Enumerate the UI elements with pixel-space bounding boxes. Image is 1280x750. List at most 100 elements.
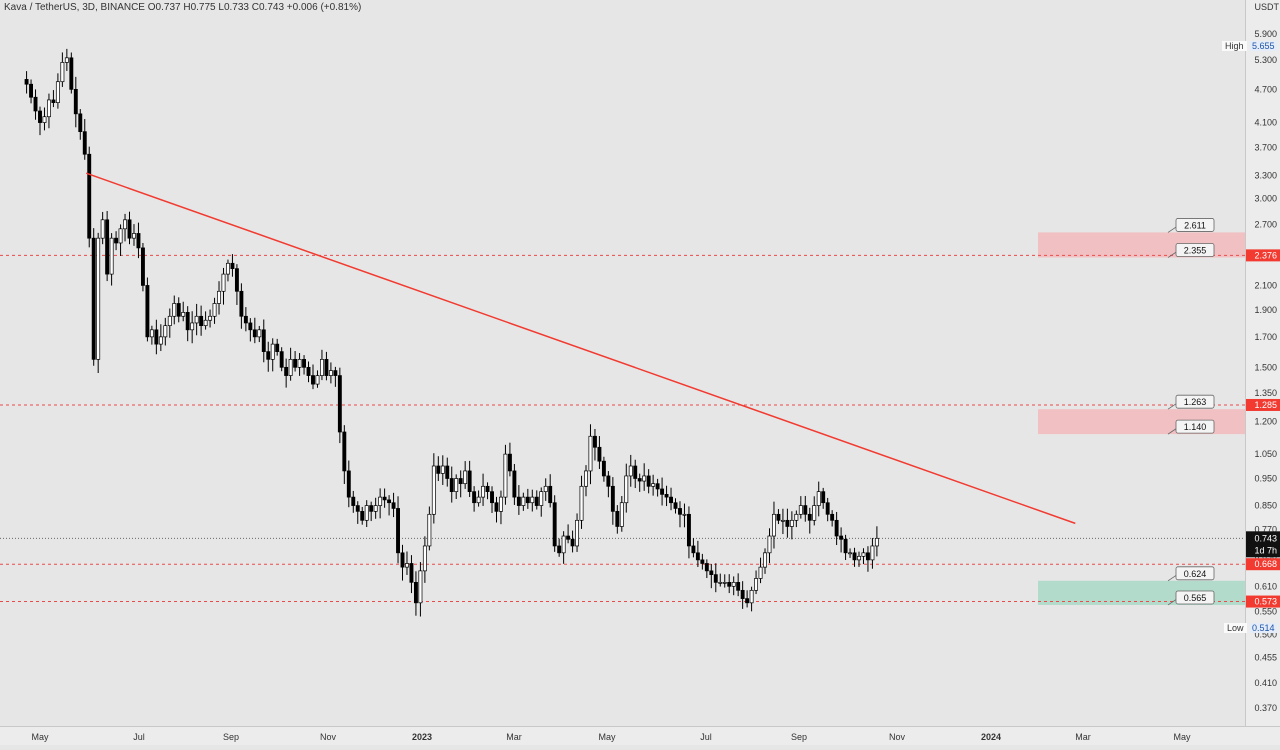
candle-down	[24, 79, 29, 85]
candle-up	[454, 478, 459, 493]
callout-box	[1175, 590, 1215, 605]
candle-down	[140, 247, 145, 286]
price-tick-label: 3.700	[1254, 143, 1277, 153]
candle-down	[557, 545, 562, 554]
candle-down	[807, 513, 812, 521]
candle-down	[346, 470, 351, 498]
candle-up	[172, 303, 177, 317]
candle-down	[525, 496, 530, 504]
price-axis[interactable]: USDT 5.900 5.300 4.700 4.100 3.700 3.300 3.000…	[1245, 0, 1280, 726]
candle-up	[100, 219, 105, 239]
price-tick-label: 1.050	[1254, 449, 1277, 459]
price-tick-label: 3.300	[1254, 170, 1277, 180]
price-tick-label: 5.300	[1254, 55, 1277, 65]
price-chart[interactable]: 2.611 2.355 1.263 1.140 0.624 0.565	[0, 0, 1245, 726]
candle-up	[422, 545, 427, 572]
level-price-tag	[1246, 249, 1280, 262]
price-tick-label: 0.850	[1254, 501, 1277, 511]
candle-up	[874, 537, 879, 547]
candle-up	[476, 496, 481, 504]
candle-up	[123, 219, 127, 230]
candle-up	[378, 496, 383, 506]
candle-down	[73, 88, 78, 115]
candle-up	[754, 578, 759, 591]
callout-text: 0.565	[1184, 593, 1207, 603]
price-tick-label: 0.410	[1254, 678, 1277, 688]
candle-down	[333, 370, 338, 376]
candle-down	[284, 366, 289, 376]
price-tick-label: 0.610	[1254, 581, 1277, 591]
candle-down	[413, 582, 418, 604]
candle-down	[736, 582, 741, 591]
candle-down	[597, 446, 602, 462]
candle-down	[145, 285, 150, 338]
candle-up	[642, 475, 647, 482]
candle-down	[230, 262, 235, 269]
level-price-text: 0.668	[1254, 559, 1277, 569]
level-price-tag	[1246, 595, 1280, 608]
candle-down	[409, 563, 414, 583]
candle-down	[87, 153, 92, 239]
candle-down	[490, 491, 494, 504]
candle-up	[217, 290, 221, 304]
candle-down	[678, 508, 682, 515]
candle-up	[226, 262, 230, 275]
callout-box	[1175, 566, 1215, 581]
candle-up	[320, 358, 324, 376]
candle-down	[234, 268, 239, 292]
candle-up	[584, 470, 588, 487]
legend-symbol[interactable]: Kava / TetherUS, 3D, BINANCE	[4, 2, 145, 13]
candle-up	[42, 116, 47, 123]
time-tick-label: Mar	[1075, 732, 1091, 742]
candle-down	[637, 478, 642, 482]
candle-up	[628, 465, 633, 477]
price-tick-label: 0.770	[1254, 525, 1277, 535]
candle-down	[494, 502, 499, 512]
candle-down	[570, 538, 575, 547]
legend-high: H0.775	[183, 2, 216, 13]
candle-up	[543, 485, 548, 493]
time-tick-label: Sep	[791, 732, 807, 742]
candle-up	[561, 535, 566, 554]
candle-up	[780, 519, 785, 522]
price-tick-label: 2.700	[1254, 219, 1277, 229]
callouts-layer: 2.611 2.355 1.263 1.140 0.624 0.565	[1167, 218, 1215, 606]
candle-up	[418, 570, 423, 604]
price-tick-label: 5.900	[1254, 29, 1277, 39]
candle-down	[136, 233, 141, 249]
candle-down	[660, 488, 665, 495]
price-unit-label[interactable]: USDT	[1254, 2, 1280, 12]
candle-down	[261, 329, 266, 352]
candle-down	[713, 574, 718, 583]
candle-up	[772, 513, 776, 537]
candle-down	[821, 491, 826, 504]
candle-down	[830, 513, 835, 521]
candle-down	[324, 358, 329, 376]
candle-up	[763, 552, 767, 568]
candle-down	[593, 435, 597, 448]
candle-down	[852, 552, 857, 561]
candle-up	[373, 505, 378, 512]
candle-up	[208, 315, 213, 321]
callout-box	[1175, 419, 1215, 434]
candle-up	[588, 435, 593, 472]
descending-trendline	[85, 172, 1076, 525]
candle-up	[315, 375, 320, 385]
candle-down	[825, 502, 830, 515]
candle-up	[163, 325, 168, 338]
candle-down	[351, 496, 356, 506]
candle-down	[776, 513, 781, 521]
chart-area[interactable]: 2.611 2.355 1.263 1.140 0.624 0.565	[0, 0, 1245, 726]
candle-down	[127, 219, 132, 239]
candle-up	[499, 496, 503, 512]
candle-down	[745, 598, 750, 604]
candle-down	[700, 559, 705, 564]
candle-down	[279, 351, 284, 368]
candle-up	[190, 322, 195, 331]
candle-down	[306, 366, 311, 376]
price-tick-label: 1.350	[1254, 388, 1277, 398]
candle-down	[369, 505, 374, 512]
candle-down	[516, 496, 521, 506]
time-tick-label: Nov	[889, 732, 906, 742]
time-axis[interactable]: May Jul Sep Nov 2023 Mar May Jul Sep Nov 2024 Mar Ma…	[0, 726, 1280, 745]
